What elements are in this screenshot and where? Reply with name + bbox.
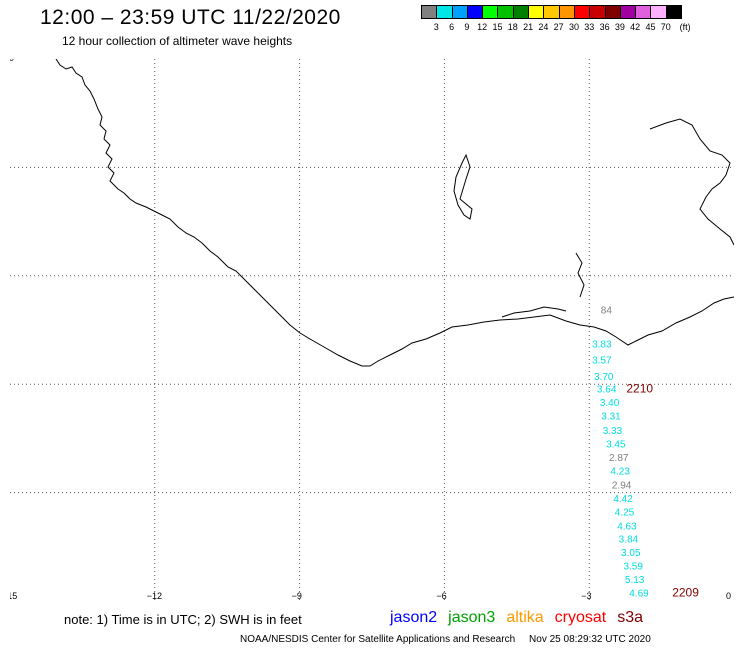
- wave-height-value: 4.25: [615, 507, 635, 518]
- axis-labels: 1086420−15−12−9−6−30: [2, 53, 731, 602]
- color-swatch: [421, 5, 438, 19]
- wave-height-value: 4.69: [629, 589, 649, 600]
- coastline: [55, 58, 735, 367]
- satellite-cryosat: cryosat: [554, 609, 607, 626]
- coastline-west-africa: [55, 58, 735, 367]
- color-scale-label: 70: [660, 22, 671, 32]
- color-scale-label: 45: [645, 22, 656, 32]
- map-title: 12:00 – 23:59 UTC 11/22/2020: [40, 6, 341, 29]
- wave-height-value: 3.57: [592, 356, 612, 367]
- wave-height-value: 3.33: [603, 426, 623, 437]
- color-swatch: [665, 5, 683, 19]
- satellite-jason3: jason3: [448, 609, 496, 626]
- color-scale-label: 18: [507, 22, 518, 32]
- lat-tick-label: 10: [10, 59, 14, 63]
- lon-tick-label: −15: [10, 591, 17, 601]
- color-swatch: [558, 5, 575, 19]
- color-swatch: [650, 5, 667, 19]
- wave-height-value: 3.64: [597, 384, 617, 395]
- credit-timestamp: Nov 25 08:29:32 UTC 2020: [529, 634, 651, 645]
- wave-height-value: 2.94: [612, 480, 632, 491]
- coastline-lagoon-strip: [501, 306, 567, 318]
- color-swatch: [528, 5, 545, 19]
- color-scale-label: 24: [538, 22, 549, 32]
- color-scale-label: 30: [568, 22, 580, 32]
- color-swatch: [573, 5, 591, 19]
- wave-height-value: 3.45: [606, 440, 626, 451]
- color-swatch: [543, 5, 560, 19]
- color-scale-legend: 3 6 9 12 15 18 21 24 27 30 33 36 39 42 45 70 (ft): [421, 5, 691, 32]
- wave-height-value: 4.23: [610, 467, 630, 478]
- color-scale-label: 3: [433, 22, 439, 32]
- wave-height-value: 3.70: [594, 372, 614, 383]
- color-scale-label: 42: [630, 22, 641, 32]
- color-scale-unit: (ft): [679, 22, 691, 32]
- satellite-legend: jason2 jason3 altika cryosat s3a: [390, 609, 654, 627]
- color-scale-label: 15: [492, 22, 503, 32]
- wave-height-value: 3.59: [623, 562, 643, 573]
- wave-height-value: 4.63: [617, 521, 637, 532]
- color-scale-label: 21: [523, 22, 534, 32]
- satellite-s3a: s3a: [617, 609, 644, 626]
- color-scale-label: 33: [584, 22, 595, 32]
- wave-height-value: 3.40: [600, 398, 620, 409]
- color-scale-label: 12: [477, 22, 488, 32]
- color-swatch: [436, 5, 453, 19]
- lon-tick-label: 0: [726, 591, 731, 601]
- color-swatch: [619, 5, 637, 19]
- map-canvas: 1086420−15−12−9−6−30 843.833.573.703.643…: [2, 53, 735, 627]
- satellite-jason2: jason2: [390, 609, 438, 626]
- wave-height-value: 2.87: [609, 453, 629, 464]
- color-swatch: [512, 5, 530, 19]
- footer-credit: NOAA/NESDIS Center for Satellite Applica…: [240, 634, 651, 645]
- lon-tick-label: −3: [581, 591, 591, 601]
- color-scale-label: 39: [614, 22, 625, 32]
- wave-height-value: 3.84: [619, 534, 639, 545]
- color-scale-swatches: [421, 5, 683, 19]
- coastline-inland-water: [453, 153, 473, 220]
- lon-tick-label: −6: [436, 591, 446, 601]
- credit-text: NOAA/NESDIS Center for Satellite Applica…: [240, 634, 516, 645]
- map-panel: 1086420−15−12−9−6−30 843.833.573.703.643…: [2, 53, 735, 627]
- wave-height-value: 3.05: [621, 548, 641, 559]
- footer-note: note: 1) Time is in UTC; 2) SWH is in fe…: [64, 612, 302, 627]
- satellite-altika: altika: [506, 609, 544, 626]
- coastline-river: [575, 252, 585, 298]
- color-scale-label: 27: [553, 22, 564, 32]
- color-swatch: [635, 5, 652, 19]
- color-scale-label: 9: [464, 22, 470, 32]
- wave-height-value: 4.42: [613, 494, 633, 505]
- lon-tick-label: −9: [292, 591, 302, 601]
- color-scale-label: 36: [599, 22, 610, 32]
- color-swatch: [604, 5, 621, 19]
- color-swatch: [589, 5, 606, 19]
- wave-height-value: 5.13: [625, 575, 645, 586]
- color-swatch: [482, 5, 499, 19]
- color-swatch: [466, 5, 484, 19]
- color-scale-labels: 3 6 9 12 15 18 21 24 27 30 33 36 39 42 45 70 (ft): [421, 22, 740, 34]
- time-label: 2209: [672, 586, 699, 600]
- wave-height-value: 84: [601, 306, 613, 317]
- lon-tick-label: −12: [147, 591, 162, 601]
- map-subtitle: 12 hour collection of altimeter wave hei…: [62, 34, 293, 48]
- wave-height-value: 3.83: [592, 339, 612, 350]
- time-label: 2210: [626, 381, 653, 395]
- wave-height-value: 3.31: [601, 411, 621, 422]
- color-scale-label: 6: [449, 22, 455, 32]
- graticule: [10, 59, 734, 601]
- color-swatch: [497, 5, 514, 19]
- wave-height-track: 84 3.83 3.57 3.703.64 3.40 3.31 3.33 3.45 2.87 4.…: [592, 306, 702, 627]
- color-swatch: [451, 5, 468, 19]
- coastline-east-lagoon: [649, 118, 735, 246]
